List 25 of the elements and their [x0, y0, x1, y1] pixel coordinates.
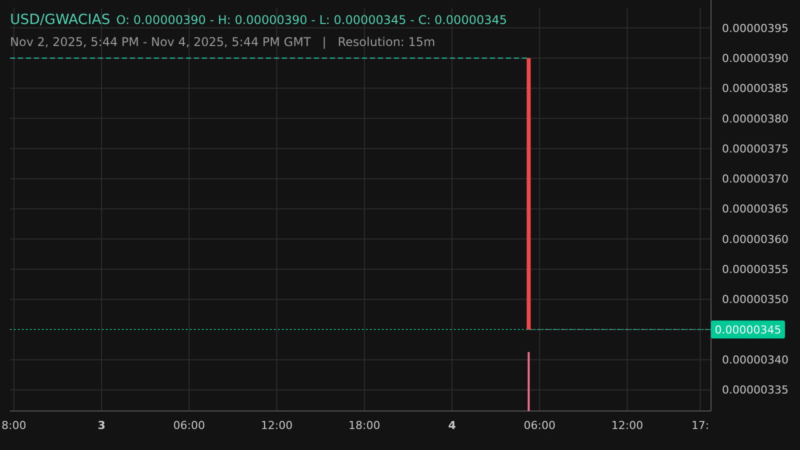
x-tick-label: 12:00: [260, 419, 293, 432]
annotation: O: 0.00000390 - H: 0.00000390 - L: 0.00000345 - C: 0.00000345: [116, 13, 508, 27]
x-tick-label: 3: [98, 419, 106, 432]
x-tick-label: 06:00: [524, 419, 556, 432]
ref-line-label: 0.00000345: [714, 323, 782, 336]
y-tick-label: 0.00000340: [722, 354, 788, 367]
y-tick-label: 0.00000355: [722, 263, 788, 276]
y-tick-label: 0.00000350: [722, 293, 788, 306]
x-tick-label: 12:00: [611, 419, 644, 432]
y-tick-label: 0.00000395: [722, 22, 788, 35]
chart-title: USD/GWACIAS: [10, 12, 110, 28]
y-tick-label: 0.00000370: [722, 172, 788, 186]
x-tick-label: 4: [448, 419, 456, 432]
y-tick-label: 0.00000360: [722, 232, 788, 246]
y-tick-label: 0.00000385: [722, 82, 788, 96]
y-tick-label: 0.00000390: [722, 52, 788, 65]
x-tick-label: 06:00: [173, 419, 205, 432]
x-tick-label: 18:00: [348, 419, 380, 432]
x-tick-label: 17:: [691, 419, 710, 432]
y-tick-label: 0.00000335: [722, 384, 788, 397]
y-tick-label: 0.00000375: [722, 142, 788, 156]
y-tick-label: 0.00000365: [722, 202, 788, 216]
x-tick-label: 8:00: [2, 419, 26, 432]
text: Nov 2, 2025, 5:44 PM - Nov 4, 2025, 5:44 PM GMT | Resolution: 15m: [10, 35, 436, 49]
y-tick-label: 0.00000380: [722, 112, 788, 126]
